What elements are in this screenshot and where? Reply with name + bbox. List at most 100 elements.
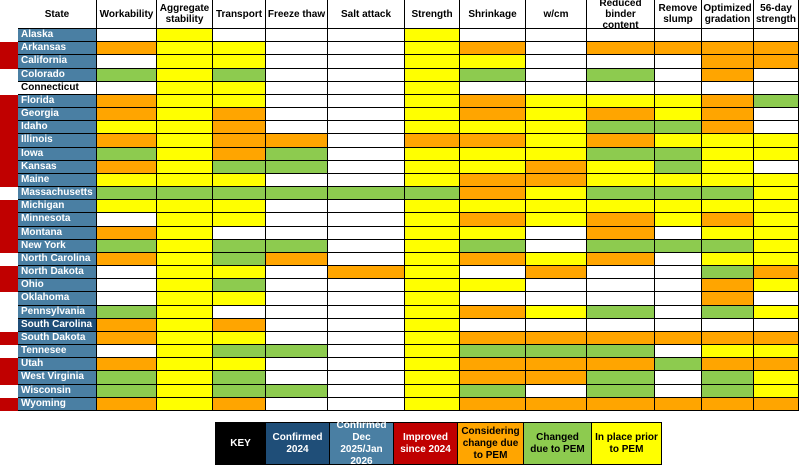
matrix-cell xyxy=(405,398,460,411)
matrix-cell xyxy=(754,161,799,174)
matrix-cell xyxy=(328,134,405,148)
matrix-cell xyxy=(526,148,587,161)
state-cell: Florida xyxy=(18,95,97,108)
matrix-cell xyxy=(97,398,157,411)
state-cell: Colorado xyxy=(18,69,97,82)
matrix-cell xyxy=(328,82,405,95)
matrix-cell xyxy=(754,279,799,292)
matrix-cell xyxy=(157,95,213,108)
matrix-cell xyxy=(460,332,526,345)
matrix-cell xyxy=(405,213,460,227)
matrix-cell xyxy=(266,108,328,121)
matrix-cell xyxy=(526,200,587,213)
matrix-cell xyxy=(655,332,702,345)
matrix-cell xyxy=(754,121,799,134)
matrix-cell xyxy=(587,200,655,213)
matrix-cell xyxy=(213,398,266,411)
matrix-cell xyxy=(655,398,702,411)
matrix-cell xyxy=(266,240,328,253)
matrix-cell xyxy=(702,55,754,69)
key-title: KEY xyxy=(215,422,266,465)
matrix-cell xyxy=(587,187,655,200)
matrix-cell xyxy=(213,69,266,82)
matrix-cell xyxy=(655,121,702,134)
matrix-cell xyxy=(702,95,754,108)
matrix-cell xyxy=(754,306,799,319)
key-item-confirmed-2024: Confirmed 2024 xyxy=(266,422,330,465)
matrix-cell xyxy=(754,213,799,227)
matrix-cell xyxy=(526,319,587,332)
matrix-cell xyxy=(655,174,702,187)
matrix-cell xyxy=(328,213,405,227)
matrix-cell xyxy=(405,227,460,240)
matrix-cell xyxy=(405,82,460,95)
matrix-cell xyxy=(328,108,405,121)
improved-marker xyxy=(0,121,18,134)
improved-marker xyxy=(0,161,18,174)
matrix-cell xyxy=(702,371,754,385)
matrix-cell xyxy=(405,161,460,174)
matrix-cell xyxy=(655,319,702,332)
matrix-cell xyxy=(655,266,702,279)
matrix-cell xyxy=(328,148,405,161)
state-cell: Ohio xyxy=(18,279,97,292)
matrix-cell xyxy=(97,213,157,227)
matrix-cell xyxy=(266,332,328,345)
improved-marker xyxy=(0,108,18,121)
matrix-cell xyxy=(328,69,405,82)
matrix-cell xyxy=(587,345,655,358)
matrix-cell xyxy=(157,148,213,161)
matrix-cell xyxy=(702,385,754,398)
matrix-cell xyxy=(655,345,702,358)
matrix-cell xyxy=(405,148,460,161)
matrix-cell xyxy=(328,174,405,187)
matrix-cell xyxy=(526,108,587,121)
matrix-cell xyxy=(157,55,213,69)
matrix-cell xyxy=(526,398,587,411)
matrix-cell xyxy=(97,253,157,266)
matrix-cell xyxy=(266,161,328,174)
state-cell: Utah xyxy=(18,358,97,371)
state-cell: New York xyxy=(18,240,97,253)
matrix-cell xyxy=(328,332,405,345)
matrix-cell xyxy=(460,108,526,121)
matrix-cell xyxy=(405,134,460,148)
matrix-cell xyxy=(526,42,587,55)
matrix-cell xyxy=(460,213,526,227)
matrix-cell xyxy=(213,306,266,319)
matrix-cell xyxy=(405,306,460,319)
matrix-cell xyxy=(97,121,157,134)
matrix-cell xyxy=(702,240,754,253)
matrix-cell xyxy=(526,69,587,82)
matrix-cell xyxy=(328,398,405,411)
matrix-cell xyxy=(266,213,328,227)
matrix-cell xyxy=(213,279,266,292)
matrix-cell xyxy=(587,148,655,161)
matrix-cell xyxy=(328,55,405,69)
matrix-cell xyxy=(702,279,754,292)
matrix-cell xyxy=(157,29,213,42)
state-cell: Georgia xyxy=(18,108,97,121)
matrix-cell xyxy=(587,371,655,385)
matrix-cell xyxy=(213,371,266,385)
matrix-cell xyxy=(157,279,213,292)
matrix-cell xyxy=(97,240,157,253)
matrix-cell xyxy=(405,95,460,108)
matrix-cell xyxy=(754,29,799,42)
matrix-cell xyxy=(328,161,405,174)
state-cell: Oklahoma xyxy=(18,292,97,306)
matrix-cell xyxy=(526,345,587,358)
matrix-cell xyxy=(702,69,754,82)
matrix-cell xyxy=(526,82,587,95)
matrix-cell xyxy=(655,29,702,42)
matrix-cell xyxy=(702,345,754,358)
key-item-in-place-prior-to-pem: In place prior to PEM xyxy=(592,422,662,465)
matrix-cell xyxy=(213,292,266,306)
matrix-cell xyxy=(702,187,754,200)
matrix-cell xyxy=(460,121,526,134)
matrix-cell xyxy=(157,121,213,134)
column-header-56-day-strength: 56-day strength xyxy=(754,0,799,29)
improved-marker xyxy=(0,398,18,411)
matrix-cell xyxy=(702,134,754,148)
matrix-cell xyxy=(157,213,213,227)
